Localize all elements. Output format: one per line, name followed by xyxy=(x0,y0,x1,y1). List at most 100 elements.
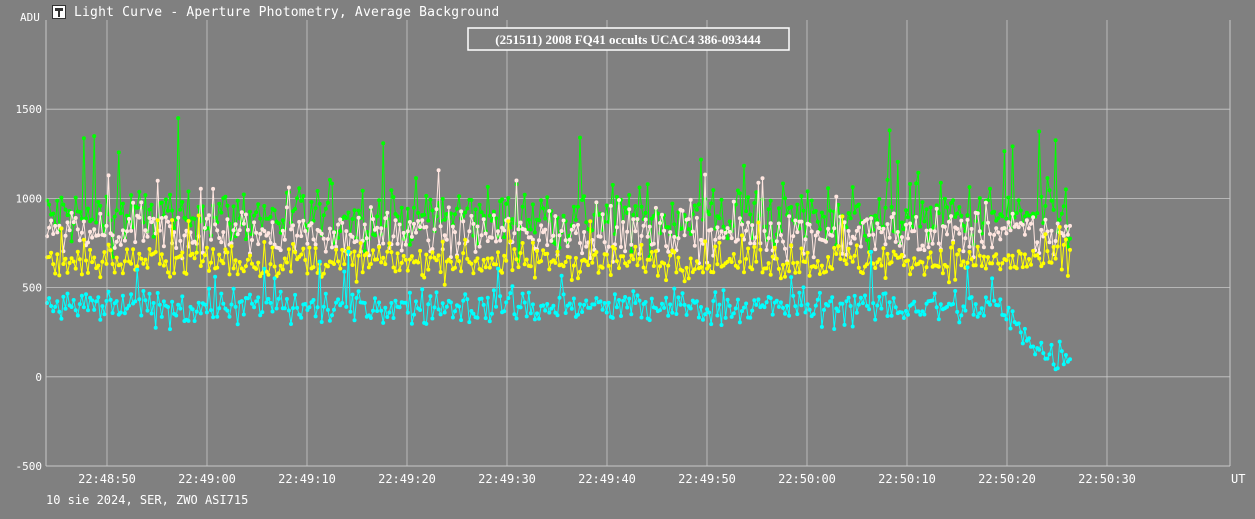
data-point xyxy=(797,290,802,295)
data-point xyxy=(945,264,949,269)
data-point xyxy=(270,220,275,225)
data-point xyxy=(961,304,966,309)
data-point xyxy=(975,244,980,249)
data-point xyxy=(643,210,648,215)
data-point xyxy=(1051,207,1056,212)
data-point xyxy=(959,313,964,318)
data-point xyxy=(172,226,177,230)
data-point xyxy=(323,291,328,296)
data-point xyxy=(889,205,894,209)
data-point xyxy=(272,264,277,269)
data-point xyxy=(781,305,785,310)
data-point xyxy=(225,250,230,255)
data-point xyxy=(979,239,984,244)
data-point xyxy=(701,217,705,222)
data-point xyxy=(817,227,822,232)
data-point xyxy=(647,224,652,229)
data-point xyxy=(217,201,222,206)
data-point xyxy=(600,212,605,217)
data-point xyxy=(483,265,488,270)
data-point xyxy=(865,303,869,308)
data-point xyxy=(69,239,74,244)
data-point xyxy=(938,180,943,185)
data-point xyxy=(442,282,447,287)
data-point xyxy=(494,216,498,221)
data-point xyxy=(994,252,999,257)
data-point xyxy=(63,207,68,212)
data-point xyxy=(73,308,78,313)
data-point xyxy=(826,303,831,308)
data-point xyxy=(561,292,566,297)
data-point xyxy=(594,296,599,301)
data-point xyxy=(1053,138,1058,143)
data-point xyxy=(805,302,810,307)
data-point xyxy=(262,229,267,233)
data-point xyxy=(84,292,88,297)
data-point xyxy=(258,313,263,318)
data-point xyxy=(688,256,693,261)
data-point xyxy=(186,189,191,194)
data-point xyxy=(811,312,816,317)
data-point xyxy=(190,251,195,256)
data-point xyxy=(801,208,806,213)
data-point xyxy=(701,270,705,275)
data-point xyxy=(426,302,431,307)
data-point xyxy=(73,266,78,271)
data-point xyxy=(641,265,646,270)
data-point xyxy=(1045,356,1050,361)
data-point xyxy=(592,302,597,307)
data-point xyxy=(225,217,230,222)
x-axis-label: UT xyxy=(1231,472,1245,486)
data-point xyxy=(295,305,300,310)
data-point xyxy=(936,211,941,216)
data-point xyxy=(403,300,408,305)
chart-series xyxy=(45,116,1072,372)
data-point xyxy=(106,173,111,178)
data-point xyxy=(916,309,921,314)
data-point xyxy=(176,116,181,121)
data-point xyxy=(1051,245,1056,249)
data-point xyxy=(118,242,123,247)
data-point xyxy=(705,266,710,271)
data-point xyxy=(139,256,144,261)
data-point xyxy=(854,243,859,248)
data-point xyxy=(196,213,201,218)
data-point xyxy=(106,289,111,294)
data-point xyxy=(47,255,52,259)
data-point xyxy=(807,222,812,227)
data-point xyxy=(192,319,197,323)
data-point xyxy=(1018,208,1023,213)
data-point xyxy=(723,230,728,235)
data-point xyxy=(1002,313,1007,318)
data-point xyxy=(500,225,505,230)
data-point xyxy=(1029,262,1033,267)
data-point xyxy=(639,234,644,238)
data-point xyxy=(254,210,259,215)
data-point xyxy=(455,255,459,260)
data-point xyxy=(463,210,468,215)
data-point xyxy=(170,208,175,213)
data-point xyxy=(448,300,453,305)
data-point xyxy=(742,270,746,275)
data-point xyxy=(442,217,447,222)
data-point xyxy=(157,261,162,266)
data-point xyxy=(711,270,716,275)
data-point xyxy=(297,219,302,224)
data-point xyxy=(961,249,966,254)
data-point xyxy=(983,295,988,300)
data-point xyxy=(469,198,474,202)
data-point xyxy=(783,246,787,251)
data-point xyxy=(852,253,857,258)
data-point xyxy=(1016,225,1021,230)
data-point xyxy=(127,216,131,221)
data-point xyxy=(737,191,742,196)
data-point xyxy=(547,219,552,224)
series-line xyxy=(46,118,1071,262)
data-point xyxy=(399,260,404,265)
data-point xyxy=(284,297,289,301)
data-point xyxy=(678,302,683,307)
data-point xyxy=(840,214,845,219)
data-point xyxy=(1018,330,1023,335)
data-point xyxy=(703,239,708,244)
data-point xyxy=(951,240,956,245)
